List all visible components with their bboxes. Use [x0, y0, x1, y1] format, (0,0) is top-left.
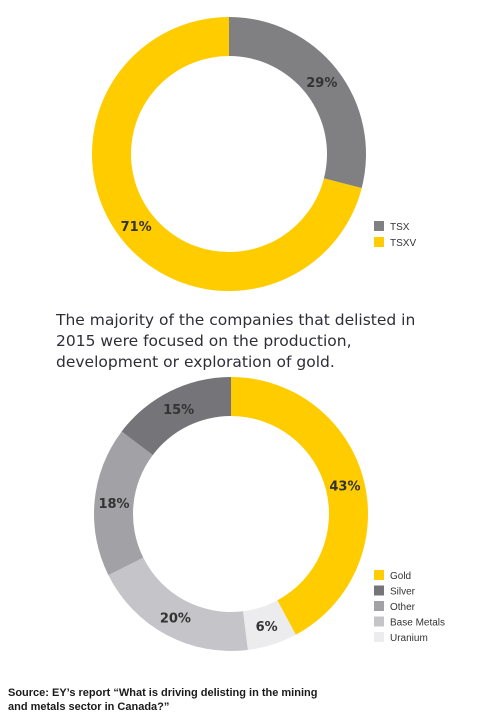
legend-label-tsxv: TSXV	[390, 238, 416, 249]
slice-label-base-metals: 20%	[160, 612, 191, 627]
slice-label-tsxv: 71%	[121, 220, 152, 235]
delisting-exchange-donut-chart: 29% 71% TSX TSXV	[92, 17, 416, 291]
legend-swatch-silver	[374, 585, 384, 596]
slice-labels: 29% 71%	[121, 76, 338, 235]
slice-label-gold: 43%	[329, 479, 360, 494]
legend: Gold Silver Other Base Metals Uranium	[374, 570, 445, 644]
legend: TSX TSXV	[374, 221, 416, 249]
legend-label-gold: Gold	[390, 571, 411, 582]
legend-label-silver: Silver	[390, 587, 416, 598]
slice-label-silver: 15%	[163, 403, 194, 418]
legend-swatch-uranium	[374, 632, 384, 642]
slice-base-metals	[108, 557, 248, 651]
legend-label-uranium: Uranium	[390, 633, 428, 644]
legend-label-tsx: TSX	[390, 222, 410, 233]
slice-labels: 43% 6% 20% 18% 15%	[98, 403, 360, 635]
slice-label-tsx: 29%	[306, 76, 337, 91]
slice-uranium	[243, 600, 296, 650]
legend-swatch-gold	[374, 570, 384, 580]
slice-gold	[231, 377, 368, 635]
slices	[92, 17, 366, 291]
slice-label-uranium: 6%	[256, 620, 278, 635]
slice-label-other: 18%	[98, 497, 129, 512]
legend-label-other: Other	[390, 602, 416, 613]
slices	[93, 377, 368, 651]
caption-text: The majority of the companies that delis…	[56, 311, 416, 371]
source-note: Source: EY’s report “What is driving del…	[8, 687, 318, 713]
legend-swatch-base-metals	[374, 616, 384, 627]
slice-other	[93, 431, 153, 576]
delisting-commodity-donut-chart: 43% 6% 20% 18% 15% Gold Silver Other Base Metal…	[93, 377, 445, 651]
legend-swatch-tsx	[374, 221, 384, 231]
legend-swatch-tsxv	[374, 237, 384, 247]
legend-swatch-other	[374, 601, 384, 611]
slice-silver	[121, 377, 231, 455]
slice-tsx	[229, 17, 366, 189]
legend-label-base-metals: Base Metals	[390, 618, 445, 629]
